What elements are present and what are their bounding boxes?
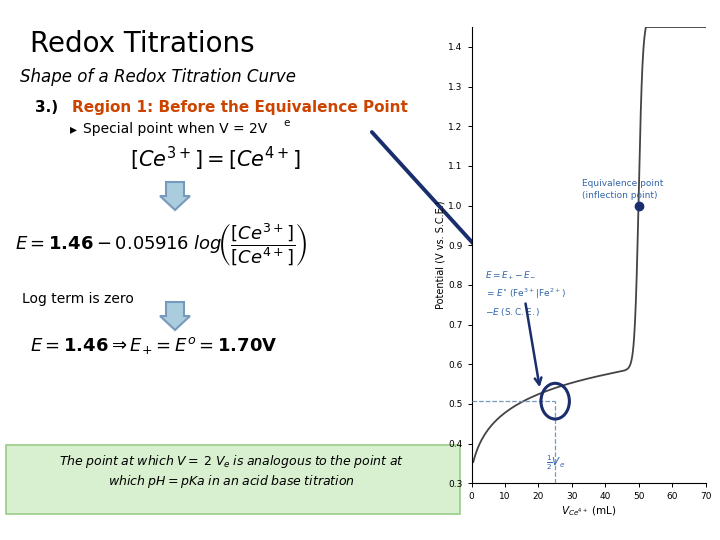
Text: $E = \mathbf{1.46} - 0.05916\;log\!\left(\dfrac{[Ce^{3+}]}{[Ce^{4+}]}\right)$: $E = \mathbf{1.46} - 0.05916\;log\!\left… bbox=[15, 222, 307, 269]
Text: Log term is zero: Log term is zero bbox=[22, 292, 134, 306]
Text: 3.): 3.) bbox=[35, 100, 58, 115]
Text: $E = E_{+} - E_{-}$
$= E^{\circ}\;(\mathrm{Fe^{3+}|Fe^{2+}})$
$- E\;(\mathrm{S.C: $E = E_{+} - E_{-}$ $= E^{\circ}\;(\math… bbox=[485, 269, 566, 318]
Text: Equivalence point
(inflection point): Equivalence point (inflection point) bbox=[582, 179, 663, 200]
Text: $\frac{1}{2}V_e$: $\frac{1}{2}V_e$ bbox=[546, 454, 564, 472]
Text: Shape of a Redox Titration Curve: Shape of a Redox Titration Curve bbox=[20, 68, 296, 86]
Text: $\mathit{which\;pH = pKa\;in\;an\;acid\;base\;titration}$: $\mathit{which\;pH = pKa\;in\;an\;acid\;… bbox=[109, 473, 356, 490]
Text: $[Ce^{3+}] = [Ce^{4+}]$: $[Ce^{3+}] = [Ce^{4+}]$ bbox=[130, 145, 301, 173]
Text: $\mathit{The\;point\;at\;which\;V{=}\;2\;V_e\;is\;analogous\;to\;the\;point\;at}: $\mathit{The\;point\;at\;which\;V{=}\;2\… bbox=[60, 453, 405, 470]
FancyBboxPatch shape bbox=[6, 445, 460, 514]
Y-axis label: Potential (V vs. S.C.E.): Potential (V vs. S.C.E.) bbox=[436, 201, 446, 309]
Text: Redox Titrations: Redox Titrations bbox=[30, 30, 255, 58]
Text: Region 1: Before the Equivalence Point: Region 1: Before the Equivalence Point bbox=[72, 100, 408, 115]
Text: e: e bbox=[283, 118, 289, 128]
X-axis label: $V_{Ce^{4+}}$ (mL): $V_{Ce^{4+}}$ (mL) bbox=[561, 504, 616, 518]
FancyArrow shape bbox=[160, 302, 190, 330]
Text: $E = \mathbf{1.46} \Rightarrow E_{+} = E^{o} = \mathbf{1.70V}$: $E = \mathbf{1.46} \Rightarrow E_{+} = E… bbox=[30, 335, 278, 356]
Text: ▸: ▸ bbox=[70, 122, 77, 136]
Text: Special point when V = 2V: Special point when V = 2V bbox=[83, 122, 267, 136]
FancyArrow shape bbox=[160, 182, 190, 210]
